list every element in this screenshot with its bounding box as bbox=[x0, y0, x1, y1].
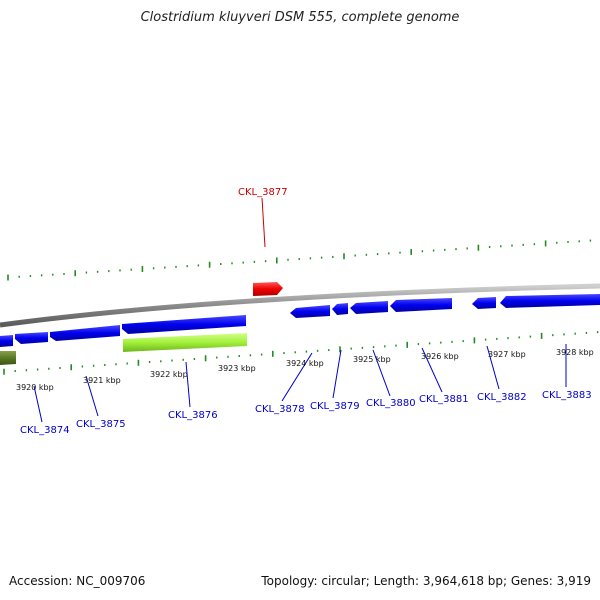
gene-label-3881[interactable]: CKL_3881 bbox=[419, 394, 469, 405]
leader-line-3880 bbox=[372, 349, 391, 397]
accession-text: Accession: NC_009706 bbox=[9, 574, 146, 588]
leader-line-3878 bbox=[281, 352, 313, 402]
tick-label-3920: 3920 kbp bbox=[16, 383, 54, 392]
genome-stats-text: Topology: circular; Length: 3,964,618 bp… bbox=[261, 574, 591, 588]
gene-shape-3877 bbox=[253, 282, 283, 296]
tick-label-3926: 3926 kbp bbox=[421, 352, 459, 361]
tick-label-3928: 3928 kbp bbox=[556, 348, 594, 357]
leader-line-3875 bbox=[85, 375, 99, 417]
gene-label-3882[interactable]: CKL_3882 bbox=[477, 392, 527, 403]
tick-label-3922: 3922 kbp bbox=[150, 370, 188, 379]
feature-olive bbox=[0, 351, 16, 365]
gene-label-3877[interactable]: CKL_3877 bbox=[238, 187, 288, 198]
tick-label-3923: 3923 kbp bbox=[218, 364, 256, 373]
gene-shape-3883 bbox=[500, 294, 600, 308]
leader-line-3882 bbox=[486, 345, 500, 390]
leader-line-3877 bbox=[261, 197, 266, 248]
leader-line-3876 bbox=[185, 361, 191, 408]
leader-line-3881 bbox=[421, 347, 443, 393]
gene-label-3878[interactable]: CKL_3878 bbox=[255, 404, 305, 415]
gene-shape-3875 bbox=[50, 325, 120, 341]
gene-shape-3879 bbox=[332, 303, 348, 315]
tick-label-3927: 3927 kbp bbox=[488, 350, 526, 359]
genome-backbone bbox=[0, 283, 600, 328]
feature-green bbox=[123, 333, 247, 352]
gene-shape-3878 bbox=[290, 305, 330, 318]
leader-line-3879 bbox=[332, 349, 342, 399]
outer-tick-track bbox=[7, 239, 592, 281]
tick-label-3925: 3925 kbp bbox=[353, 355, 391, 364]
gene-label-3883[interactable]: CKL_3883 bbox=[542, 390, 592, 401]
gene-shape-3873 bbox=[0, 335, 13, 347]
gene-label-3879[interactable]: CKL_3879 bbox=[310, 401, 360, 412]
gene-label-3874[interactable]: CKL_3874 bbox=[20, 425, 70, 436]
gene-shape-3874 bbox=[15, 332, 48, 344]
tick-label-3921: 3921 kbp bbox=[83, 376, 121, 385]
gene-shape-3880 bbox=[350, 301, 388, 314]
tick-label-3924: 3924 kbp bbox=[286, 359, 324, 368]
gene-label-3875[interactable]: CKL_3875 bbox=[76, 419, 126, 430]
map-title: Clostridium kluyveri DSM 555, complete g… bbox=[140, 10, 460, 25]
gene-shape-3881 bbox=[390, 298, 452, 312]
gene-shape-3876 bbox=[122, 315, 246, 334]
inner-tick-track bbox=[3, 331, 599, 375]
gene-label-3876[interactable]: CKL_3876 bbox=[168, 410, 218, 421]
gene-label-3880[interactable]: CKL_3880 bbox=[366, 398, 416, 409]
leader-line-3874 bbox=[33, 385, 43, 423]
gene-shape-3882 bbox=[472, 297, 496, 309]
